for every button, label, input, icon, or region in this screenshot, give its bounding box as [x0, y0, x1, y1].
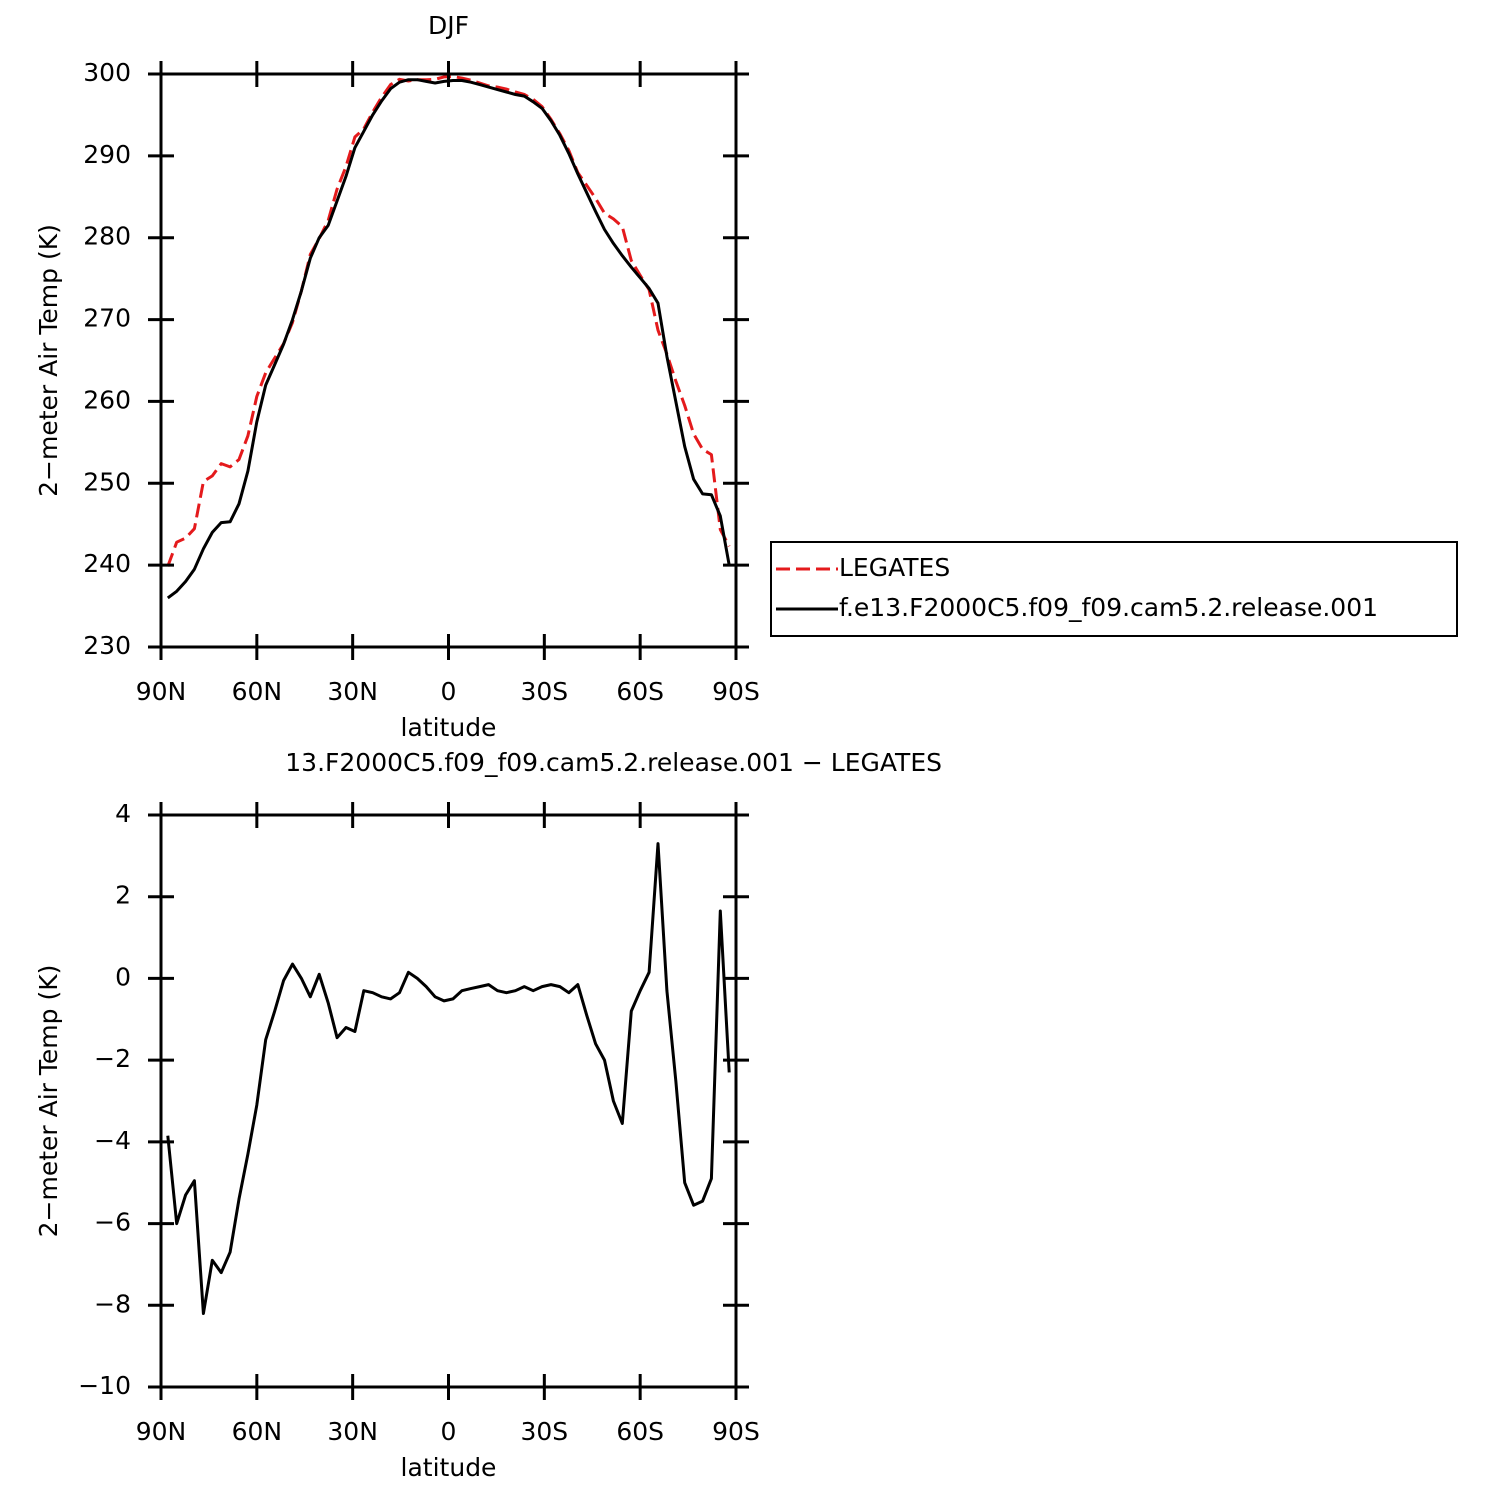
- legend-label: f.e13.F2000C5.f09_f09.cam5.2.release.001: [839, 593, 1378, 622]
- x-tick-label: 90S: [712, 677, 760, 706]
- y-tick-label: −10: [78, 1371, 131, 1400]
- legend-box: [770, 541, 1458, 637]
- x-tick-label: 60N: [232, 677, 283, 706]
- plot-frame: [159, 813, 738, 1389]
- y-tick-label: 270: [83, 304, 131, 333]
- y-tick-label: −2: [94, 1044, 131, 1073]
- y-tick-label: 0: [115, 962, 131, 991]
- y-tick-label: 280: [83, 222, 131, 251]
- y-tick-label: 290: [83, 140, 131, 169]
- x-tick-label: 30N: [327, 677, 378, 706]
- x-tick-label: 0: [441, 1417, 457, 1446]
- chart-title: DJF: [428, 11, 469, 40]
- x-tick-label: 30S: [520, 677, 568, 706]
- data-line: [166, 75, 731, 567]
- y-tick-label: 230: [83, 631, 131, 660]
- x-tick-label: 30S: [520, 1417, 568, 1446]
- x-tick-label: 0: [441, 677, 457, 706]
- data-line: [166, 842, 731, 1315]
- x-tick-label: 30N: [327, 1417, 378, 1446]
- plot-frame: [159, 72, 738, 649]
- x-tick-label: 90N: [136, 677, 187, 706]
- y-tick-label: 2: [115, 881, 131, 910]
- x-tick-label: 90N: [136, 1417, 187, 1446]
- y-tick-label: 4: [115, 799, 131, 828]
- y-tick-label: 300: [83, 58, 131, 87]
- data-line: [166, 78, 731, 600]
- y-axis-label: 2−meter Air Temp (K): [34, 965, 63, 1238]
- x-tick-label: 60S: [616, 677, 664, 706]
- y-tick-label: −8: [94, 1289, 131, 1318]
- y-tick-label: −4: [94, 1126, 131, 1155]
- y-tick-label: −6: [94, 1208, 131, 1237]
- x-tick-label: 90S: [712, 1417, 760, 1446]
- y-tick-label: 240: [83, 549, 131, 578]
- y-tick-label: 260: [83, 385, 131, 414]
- x-tick-label: 60S: [616, 1417, 664, 1446]
- y-axis-label: 2−meter Air Temp (K): [34, 224, 63, 497]
- legend-label: LEGATES: [839, 553, 950, 582]
- x-tick-label: 60N: [232, 1417, 283, 1446]
- chart-title: 13.F2000C5.f09_f09.cam5.2.release.001 − …: [285, 748, 942, 777]
- x-axis-label: latitude: [401, 713, 497, 742]
- x-axis-label: latitude: [401, 1453, 497, 1482]
- y-tick-label: 250: [83, 467, 131, 496]
